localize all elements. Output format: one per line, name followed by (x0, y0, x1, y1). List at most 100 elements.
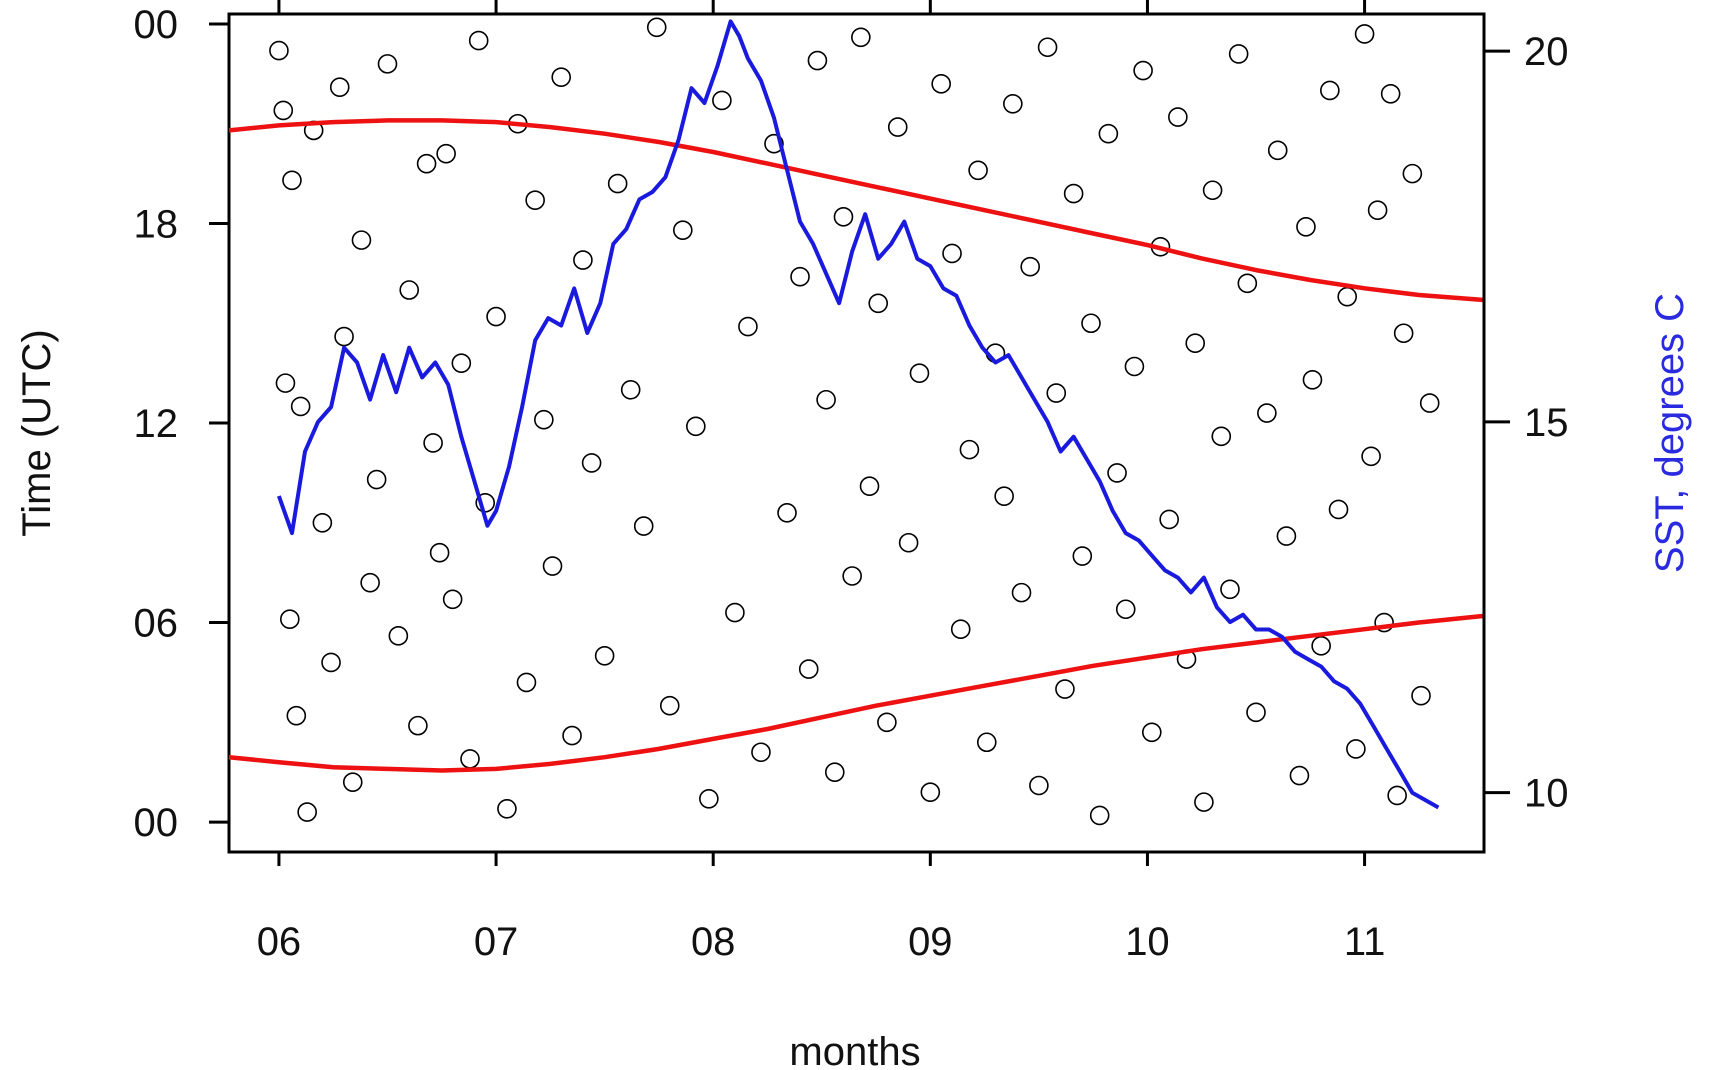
data-point (859, 476, 880, 497)
data-point (620, 379, 641, 400)
data-point (1289, 765, 1310, 786)
data-point (1081, 313, 1101, 334)
series-lines (228, 19, 1485, 810)
x-axis-title: months (789, 1030, 920, 1070)
data-point (725, 602, 745, 623)
data-point (351, 230, 372, 250)
y-axis-title: Time (UTC) (15, 329, 59, 536)
data-point (573, 250, 593, 270)
data-point (1402, 163, 1423, 184)
data-point (1107, 463, 1127, 483)
y2-tick-label: 10 (1524, 772, 1569, 816)
data-point (1011, 582, 1032, 603)
sunset-line (228, 118, 1485, 303)
data-point (279, 609, 300, 630)
data-point (1202, 180, 1223, 201)
data-point (868, 293, 889, 314)
data-point (1098, 123, 1119, 144)
data-point (1055, 679, 1075, 699)
data-point (1003, 93, 1023, 114)
y-axis-left: 00 06 12 18 00 (134, 3, 229, 845)
data-point (1302, 369, 1323, 390)
data-point (942, 243, 962, 264)
y-tick-label: 12 (134, 402, 179, 446)
data-point (1141, 722, 1162, 743)
data-point (976, 732, 997, 753)
data-point (712, 90, 732, 111)
data-point (399, 280, 420, 300)
data-point (1361, 446, 1381, 467)
data-point (646, 17, 667, 38)
data-point (436, 143, 456, 164)
y-tick-label: 06 (134, 602, 179, 646)
data-point (824, 762, 845, 782)
x-tick-label: 09 (908, 920, 953, 964)
y-tick-label: 18 (134, 203, 179, 247)
data-point (1168, 107, 1188, 127)
data-point (1020, 256, 1041, 277)
data-point (994, 486, 1014, 506)
data-point (807, 50, 828, 71)
data-point (377, 54, 398, 74)
data-point (686, 416, 706, 437)
data-point (1328, 499, 1349, 520)
data-point (1046, 383, 1067, 403)
data-point (816, 389, 836, 410)
data-point (790, 266, 810, 287)
data-point (877, 712, 897, 733)
data-point (275, 373, 296, 393)
data-point (851, 27, 871, 48)
data-point (525, 190, 545, 211)
data-point (1072, 546, 1093, 566)
data-point (1211, 426, 1232, 447)
data-point (1037, 37, 1058, 58)
plot-frame (227, 12, 1486, 854)
data-point (1159, 509, 1179, 530)
data-point (468, 30, 489, 51)
data-point (269, 40, 289, 61)
data-point (534, 409, 554, 430)
scatter-points (269, 17, 1440, 826)
sunrise-line (228, 613, 1485, 773)
data-point (329, 77, 350, 97)
x-tick-label: 08 (691, 920, 736, 964)
data-point (360, 572, 380, 593)
data-point (764, 133, 784, 154)
data-point (1367, 200, 1388, 220)
data-point (887, 117, 908, 137)
data-point (551, 67, 572, 87)
data-point (1346, 739, 1366, 759)
data-point (460, 749, 480, 769)
data-point (968, 160, 988, 181)
data-point (699, 788, 719, 809)
data-point (1194, 792, 1214, 812)
data-point (1337, 286, 1358, 307)
data-point (1115, 599, 1136, 620)
data-point (1411, 685, 1431, 706)
data-point (581, 453, 602, 473)
x-axis: 06 07 08 09 10 11 (257, 0, 1385, 964)
data-point (1124, 356, 1145, 377)
data-point (282, 170, 302, 191)
data-point (1185, 333, 1206, 354)
data-point (659, 695, 680, 716)
data-point (516, 672, 537, 693)
data-point (321, 652, 341, 673)
data-point (950, 619, 971, 639)
data-point (1228, 44, 1249, 64)
data-point (388, 626, 409, 646)
data-point (1311, 636, 1331, 656)
data-point (312, 512, 333, 533)
data-point (1237, 273, 1258, 294)
data-point (1089, 805, 1110, 826)
x-tick-label: 07 (474, 920, 519, 964)
data-point (1419, 393, 1440, 413)
data-point (366, 469, 387, 490)
data-point (672, 220, 693, 240)
data-point (342, 772, 363, 792)
data-point (334, 326, 354, 347)
data-point (738, 316, 758, 337)
data-point (423, 433, 443, 453)
y-axis-right: 10 15 20 (1482, 14, 1569, 852)
